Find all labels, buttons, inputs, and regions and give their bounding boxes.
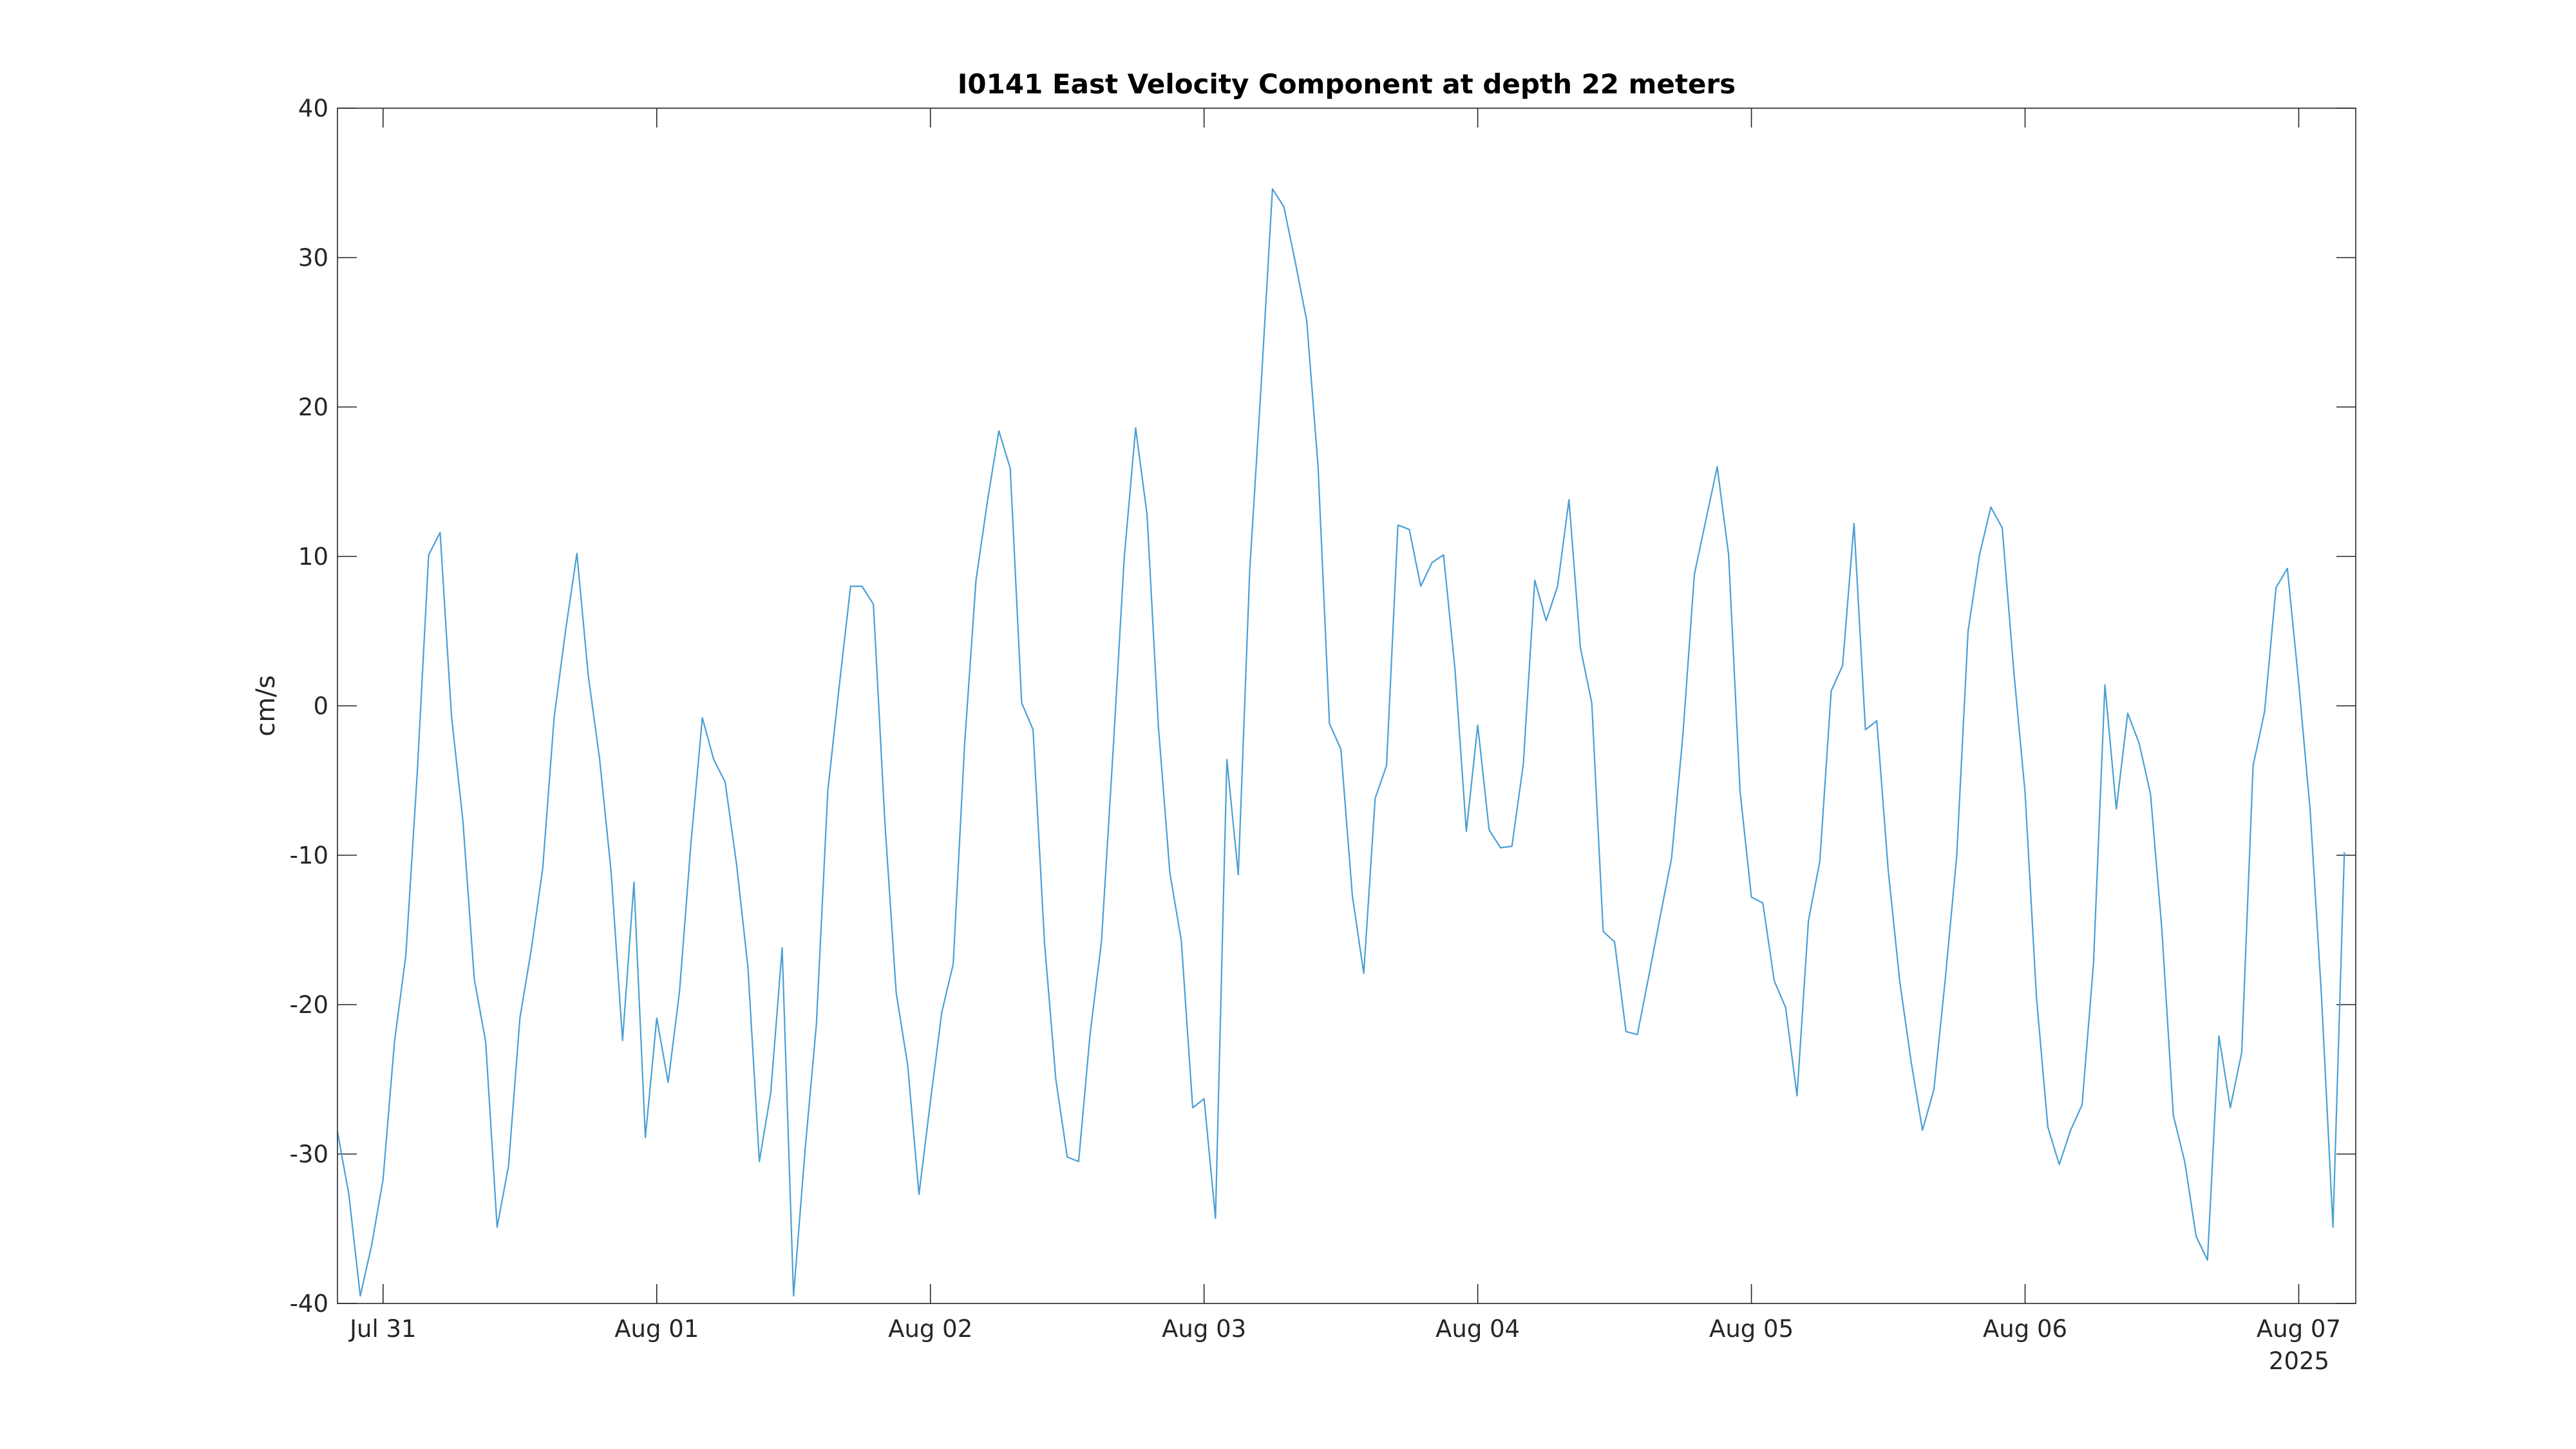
x-tick-label: Aug 05	[1709, 1315, 1794, 1343]
plot-area	[337, 108, 2356, 1303]
y-axis-label: cm/s	[251, 675, 281, 736]
x-tick-labels: Jul 31 Aug 01 Aug 02 Aug 03 Aug 04 Aug 05 Aug …	[348, 1315, 2341, 1343]
y-tick-label: 30	[298, 244, 328, 272]
x-tick-label: Jul 31	[348, 1315, 416, 1343]
y-tick-label: 0	[313, 692, 328, 720]
y-tick-label: -20	[290, 991, 328, 1019]
x-tick-label: Aug 06	[1983, 1315, 2067, 1343]
x-tick-label: Aug 02	[888, 1315, 972, 1343]
y-tick-label: -10	[290, 842, 328, 869]
y-tick-label: 40	[298, 95, 328, 122]
y-tick-labels: -40 -30 -20 -10 0 10 20 30 40	[290, 95, 328, 1318]
x-tick-label: Aug 07	[2257, 1315, 2341, 1343]
y-tick-label: -30	[290, 1141, 328, 1168]
x-tick-label: Aug 04	[1435, 1315, 1520, 1343]
y-tick-label: -40	[290, 1290, 328, 1318]
x-axis-year-label: 2025	[2269, 1347, 2329, 1375]
plot-frame	[337, 108, 2356, 1304]
chart-title: I0141 East Velocity Component at depth 2…	[958, 68, 1736, 100]
y-tick-label: 10	[298, 543, 328, 571]
series-line	[336, 188, 2345, 1297]
x-tick-label: Aug 01	[614, 1315, 699, 1343]
x-tick-label: Aug 03	[1162, 1315, 1246, 1343]
y-tick-label: 20	[298, 393, 328, 421]
